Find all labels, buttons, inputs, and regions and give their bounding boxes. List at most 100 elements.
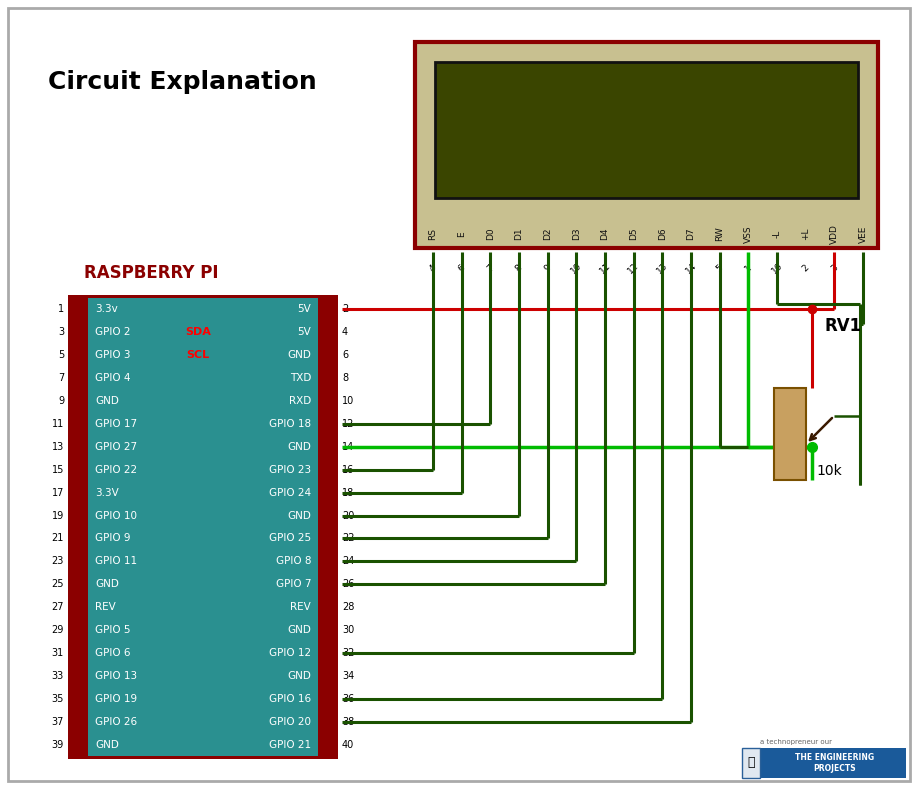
Text: D2: D2 (543, 228, 552, 240)
Bar (68, 625, 86, 635)
Text: D7: D7 (687, 228, 696, 240)
Text: GND: GND (287, 510, 311, 520)
Bar (68, 648, 86, 658)
Text: GPIO 26: GPIO 26 (95, 717, 137, 727)
Text: GND: GND (287, 625, 311, 635)
Text: 8: 8 (342, 373, 348, 383)
Text: GPIO 2: GPIO 2 (95, 327, 130, 337)
Bar (320, 648, 338, 658)
Text: 12: 12 (626, 261, 641, 275)
Text: THE ENGINEERING
PROJECTS: THE ENGINEERING PROJECTS (795, 753, 875, 773)
Text: 33: 33 (51, 671, 64, 681)
Text: GPIO 11: GPIO 11 (95, 556, 137, 566)
Text: 21: 21 (51, 533, 64, 543)
Text: 10: 10 (569, 261, 584, 275)
Text: D5: D5 (629, 228, 638, 240)
Text: 36: 36 (342, 694, 354, 704)
Text: RV1: RV1 (824, 317, 861, 335)
Text: 3: 3 (829, 263, 840, 273)
Bar (68, 487, 86, 498)
Bar (320, 327, 338, 338)
Text: 12: 12 (342, 419, 354, 429)
Bar (320, 716, 338, 727)
Text: SCL: SCL (186, 350, 209, 360)
Text: 30: 30 (342, 625, 354, 635)
Bar (320, 350, 338, 361)
Text: GND: GND (95, 396, 118, 406)
Text: 1: 1 (743, 263, 754, 273)
Text: GPIO 17: GPIO 17 (95, 419, 137, 429)
Text: D6: D6 (658, 228, 666, 240)
Text: GPIO 23: GPIO 23 (269, 465, 311, 475)
Text: 38: 38 (342, 717, 354, 727)
Text: Circuit Explanation: Circuit Explanation (48, 70, 317, 94)
Text: 23: 23 (51, 556, 64, 566)
Bar (320, 487, 338, 498)
Bar (320, 510, 338, 521)
Bar (88, 298, 318, 756)
Bar (742, 748, 760, 778)
Text: 5V: 5V (297, 305, 311, 315)
Bar (68, 327, 86, 338)
Text: GPIO 12: GPIO 12 (269, 648, 311, 658)
Text: 2: 2 (800, 263, 811, 273)
Text: GPIO 5: GPIO 5 (95, 625, 130, 635)
Text: 10: 10 (342, 396, 354, 406)
Text: 18: 18 (342, 487, 354, 498)
Text: VSS: VSS (744, 225, 753, 243)
Text: 🤖: 🤖 (747, 756, 755, 770)
Text: SDA: SDA (185, 327, 211, 337)
Text: 5V: 5V (297, 327, 311, 337)
Bar (68, 556, 86, 567)
Text: 3.3V: 3.3V (95, 487, 118, 498)
Bar (435, 62, 858, 198)
Bar (320, 670, 338, 681)
Bar (320, 464, 338, 475)
Text: GPIO 18: GPIO 18 (269, 419, 311, 429)
Text: 32: 32 (342, 648, 354, 658)
Bar (68, 716, 86, 727)
Bar (415, 42, 878, 248)
Text: GPIO 6: GPIO 6 (95, 648, 130, 658)
Text: D4: D4 (600, 228, 610, 240)
Text: 9: 9 (543, 263, 553, 273)
Text: 9: 9 (58, 396, 64, 406)
Text: 27: 27 (51, 602, 64, 612)
Bar (68, 510, 86, 521)
Text: 14: 14 (684, 261, 699, 275)
Text: 14: 14 (342, 442, 354, 452)
Text: 5: 5 (58, 350, 64, 360)
Bar (68, 693, 86, 704)
Text: 6: 6 (342, 350, 348, 360)
Text: 3: 3 (58, 327, 64, 337)
Bar (68, 533, 86, 544)
Text: 19: 19 (51, 510, 64, 520)
Text: VDD: VDD (830, 224, 839, 244)
Text: GND: GND (287, 350, 311, 360)
Bar (68, 304, 86, 315)
Text: GND: GND (287, 442, 311, 452)
Text: GPIO 19: GPIO 19 (95, 694, 137, 704)
Text: 37: 37 (51, 717, 64, 727)
Text: GPIO 3: GPIO 3 (95, 350, 130, 360)
Text: GPIO 8: GPIO 8 (275, 556, 311, 566)
Bar (68, 396, 86, 407)
Text: GPIO 22: GPIO 22 (95, 465, 137, 475)
Text: GND: GND (95, 579, 118, 589)
Text: 16: 16 (770, 261, 784, 275)
Text: 31: 31 (51, 648, 64, 658)
Text: 34: 34 (342, 671, 354, 681)
Text: 5: 5 (714, 263, 725, 273)
Text: 6: 6 (456, 263, 467, 273)
Text: 8: 8 (514, 263, 524, 273)
Bar (320, 556, 338, 567)
Text: 3.3v: 3.3v (95, 305, 118, 315)
Text: 1: 1 (58, 305, 64, 315)
Text: GPIO 24: GPIO 24 (269, 487, 311, 498)
Text: 16: 16 (342, 465, 354, 475)
Text: D0: D0 (486, 228, 495, 240)
Text: 39: 39 (51, 740, 64, 750)
Bar (68, 739, 86, 750)
Text: 20: 20 (342, 510, 354, 520)
Text: RW: RW (715, 227, 724, 241)
